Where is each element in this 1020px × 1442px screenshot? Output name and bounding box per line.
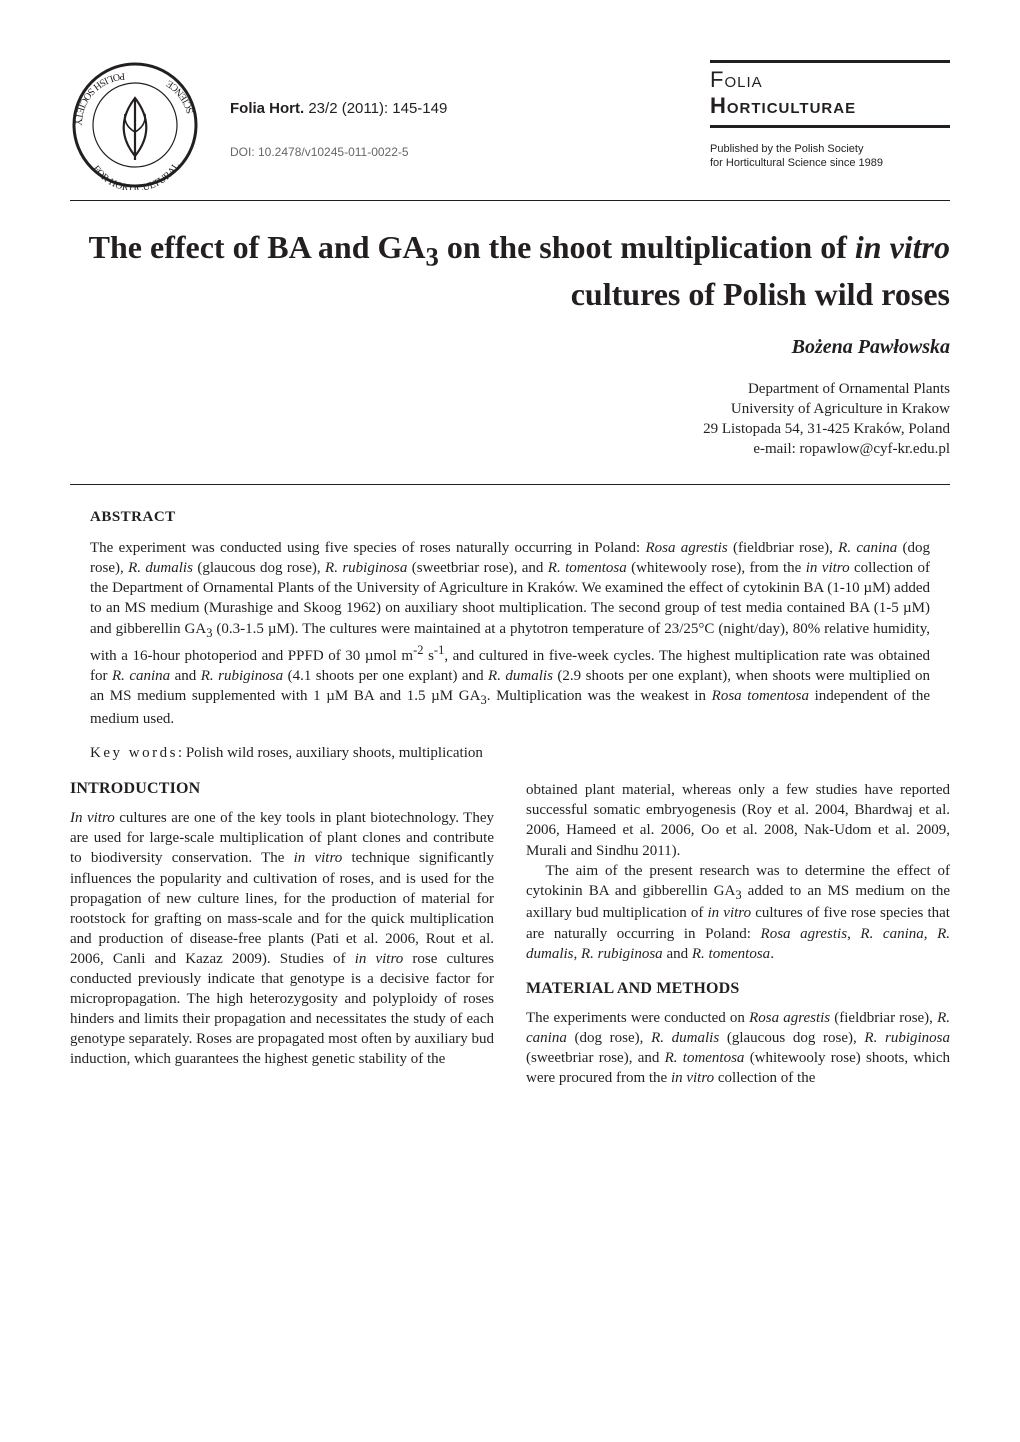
- header-right: Folia Horticulturae Published by the Pol…: [710, 60, 950, 171]
- intro-continued: obtained plant material, whereas only a …: [526, 780, 950, 860]
- keywords-label: Key words: [90, 745, 178, 761]
- rule-before-abstract: [70, 484, 950, 485]
- svg-text:POLISH SOCIETY: POLISH SOCIETY: [72, 70, 125, 126]
- right-column: obtained plant material, whereas only a …: [526, 780, 950, 1088]
- logo-text-left: POLISH SOCIETY: [72, 70, 125, 126]
- intro-aim: The aim of the present research was to d…: [526, 861, 950, 964]
- methods-para-1: The experiments were conducted on Rosa a…: [526, 1008, 950, 1088]
- keywords-line: Key words: Polish wild roses, auxiliary …: [90, 745, 930, 762]
- rule-after-header: [70, 200, 950, 201]
- left-column: INTRODUCTION In vitro cultures are one o…: [70, 780, 494, 1088]
- article-title: The effect of BA and GA3 on the shoot mu…: [70, 227, 950, 314]
- citation-line: Folia Hort. 23/2 (2011): 145-149: [230, 100, 680, 117]
- affiliation-block: Department of Ornamental Plants Universi…: [70, 379, 950, 460]
- society-logo: POLISH SOCIETY SCIENCE FOR HORTICULTURAL: [70, 60, 200, 190]
- affil-line-2: 29 Listopada 54, 31-425 Kraków, Poland: [703, 421, 950, 437]
- publisher-note-l1: Published by the Polish Society: [710, 143, 863, 155]
- svg-text:FOR HORTICULTURAL: FOR HORTICULTURAL: [90, 161, 182, 190]
- journal-abbrev: Folia Hort.: [230, 100, 304, 117]
- affil-line-3: e-mail: ropawlow@cyf-kr.edu.pl: [753, 441, 950, 457]
- section-heading-introduction: INTRODUCTION: [70, 780, 494, 798]
- abstract-heading: ABSTRACT: [90, 509, 930, 526]
- journal-masthead: Folia Horticulturae: [710, 60, 950, 128]
- issue-pages: 23/2 (2011): 145-149: [304, 100, 447, 117]
- body-two-column: INTRODUCTION In vitro cultures are one o…: [70, 780, 950, 1088]
- affil-line-0: Department of Ornamental Plants: [748, 381, 950, 397]
- affil-line-1: University of Agriculture in Krakow: [731, 401, 950, 417]
- author-name: Bożena Pawłowska: [70, 336, 950, 359]
- publisher-note-l2: for Horticultural Science since 1989: [710, 157, 883, 169]
- abstract-block: ABSTRACT The experiment was conducted us…: [70, 509, 950, 763]
- publisher-note: Published by the Polish Society for Hort…: [710, 142, 950, 171]
- doi: DOI: 10.2478/v10245-011-0022-5: [230, 145, 680, 159]
- intro-para-1: In vitro cultures are one of the key too…: [70, 808, 494, 1069]
- abstract-body: The experiment was conducted using five …: [90, 538, 930, 730]
- society-logo-svg: POLISH SOCIETY SCIENCE FOR HORTICULTURAL: [70, 60, 200, 190]
- header-center: Folia Hort. 23/2 (2011): 145-149 DOI: 10…: [200, 60, 710, 159]
- masthead-line2: Horticulturae: [710, 93, 950, 119]
- section-heading-methods: MATERIAL AND METHODS: [526, 980, 950, 998]
- header-band: POLISH SOCIETY SCIENCE FOR HORTICULTURAL…: [70, 60, 950, 190]
- masthead-line1: Folia: [710, 67, 950, 93]
- logo-text-bottom: FOR HORTICULTURAL: [90, 161, 182, 190]
- keywords-text: : Polish wild roses, auxiliary shoots, m…: [178, 745, 483, 761]
